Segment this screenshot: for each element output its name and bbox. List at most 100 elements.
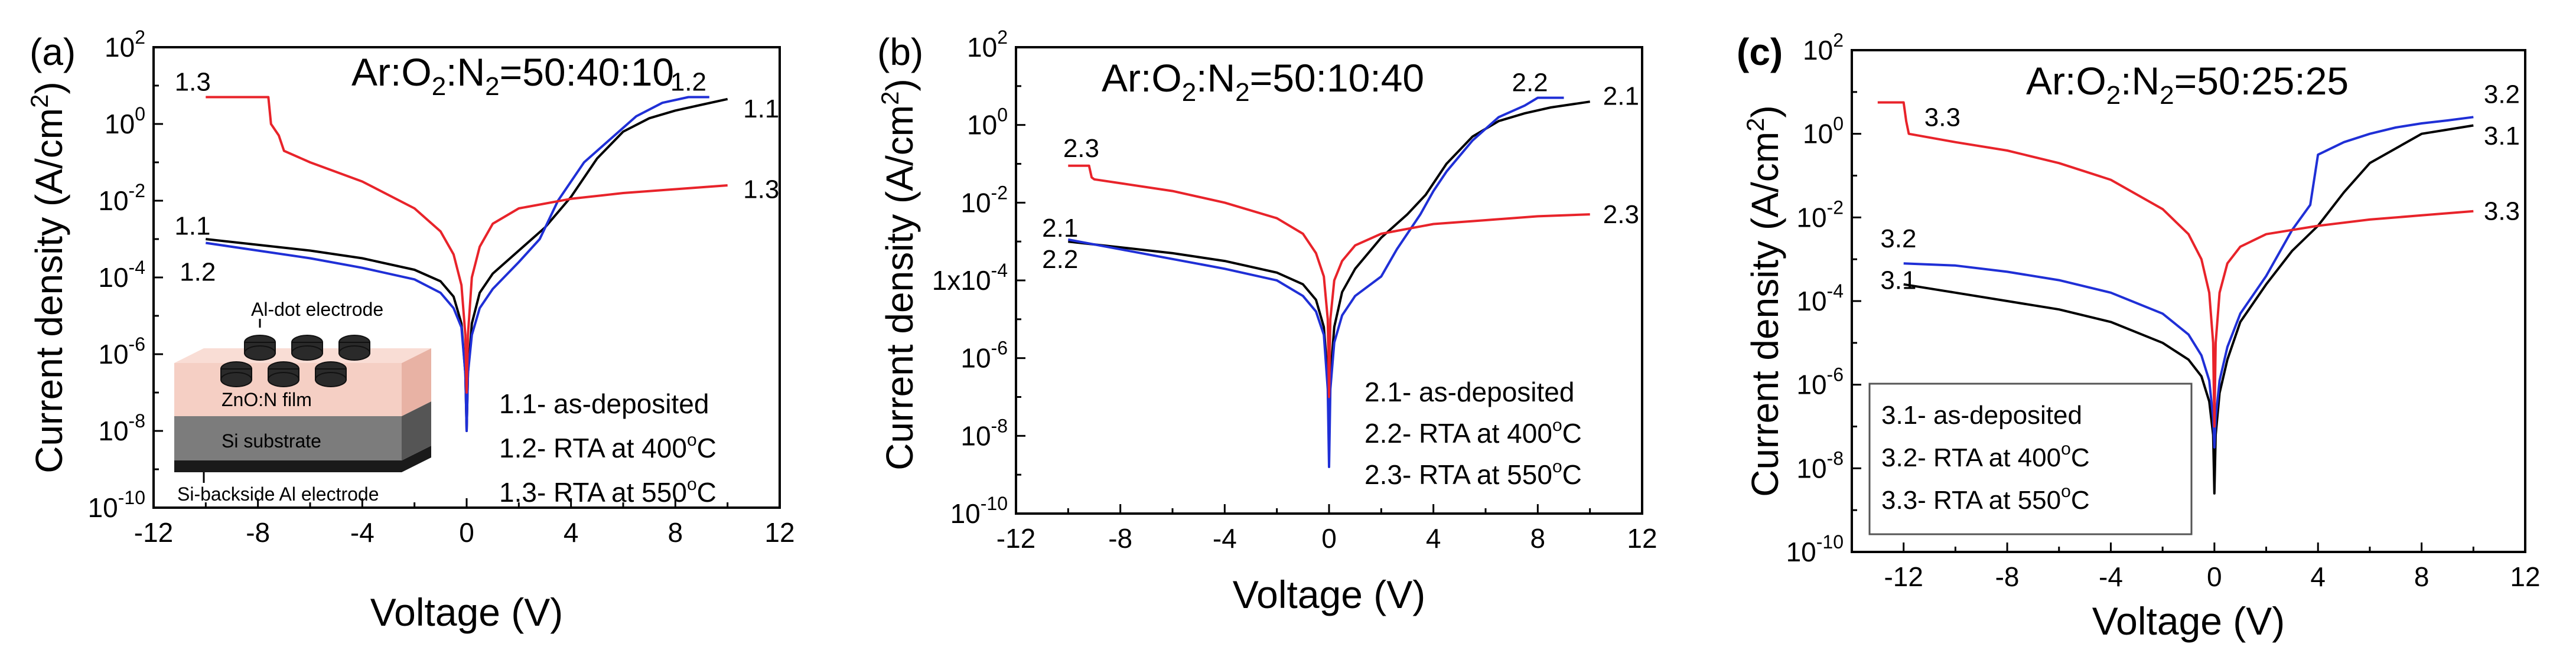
series-line-1.3	[206, 96, 728, 394]
legend-a: 1.1- as-deposited 1.2- RTA at 400oC 1.3-…	[499, 388, 717, 508]
y-tick-label: 10-2	[98, 180, 145, 216]
legend-entry: 2.1- as-deposited	[1364, 377, 1574, 407]
series-label: 3.2	[2484, 80, 2520, 109]
series-group-c	[1877, 101, 2474, 495]
series-label: 2.3	[1063, 134, 1099, 163]
series-label: 3.2	[1880, 224, 1916, 253]
series-label: 1.1	[743, 94, 779, 123]
y-tick-label: 1x10-4	[932, 260, 1008, 296]
series-group-b	[1067, 96, 1590, 468]
chart-title-c: Ar:O2:N2=50:25:25	[2026, 59, 2349, 110]
x-tick-label: -8	[246, 517, 270, 548]
y-tick-label: 102	[105, 27, 145, 63]
y-ticks-b: 102 100 10-2 1x10-4 10-6 10-8 10-10	[932, 27, 1025, 529]
series-label: 1.3	[175, 68, 211, 97]
inset-substrate-right	[402, 401, 431, 460]
x-ticks-c: -12 -8 -4 0 4 8 12	[1851, 542, 2541, 592]
legend-entry: 1.1- as-deposited	[499, 388, 709, 419]
inset-backside-label: Si-backside Al electrode	[177, 483, 379, 505]
y-tick-label: 102	[967, 27, 1008, 63]
x-tick-label: -4	[2099, 561, 2123, 592]
x-tick-label: 12	[2510, 561, 2540, 592]
series-line-1.2	[206, 96, 709, 432]
y-tick-label: 100	[967, 104, 1008, 140]
legend-entry: 1.3- RTA at 550oC	[499, 475, 717, 508]
y-tick-label: 10-6	[1796, 364, 1844, 400]
series-label: 1.1	[174, 211, 210, 240]
inset-electrode-label: Al-dot electrode	[251, 299, 383, 320]
x-tick-label: 4	[1426, 523, 1441, 554]
y-tick-label: 10-2	[1796, 197, 1844, 233]
x-axis-label-a: Voltage (V)	[370, 590, 564, 634]
x-tick-label: 8	[668, 517, 683, 548]
x-tick-label: -12	[1884, 561, 1923, 592]
chart-title-a: Ar:O2:N2=50:40:10	[351, 50, 674, 101]
inset-film-label: ZnO:N film	[222, 389, 312, 410]
x-tick-label: 4	[2310, 561, 2326, 592]
legend-entry: 2.2- RTA at 400oC	[1364, 416, 1582, 449]
series-labels-c: 3.3 3.2 3.1 3.3 3.2 3.1	[1880, 80, 2520, 295]
al-dot	[338, 345, 370, 361]
x-tick-label: -4	[350, 517, 374, 548]
y-tick-label: 10-4	[98, 257, 145, 293]
al-dot	[315, 372, 347, 387]
x-tick-label: 4	[564, 517, 579, 548]
series-label: 3.3	[1924, 103, 1961, 132]
y-tick-label: 102	[1803, 30, 1844, 66]
y-ticks-c: 102 100 10-2 10-4 10-6 10-8 10-10	[1786, 30, 1861, 567]
series-label: 2.1	[1603, 81, 1639, 110]
legend-box-c	[1868, 383, 2193, 535]
legend-entry: 3.2- RTA at 400oC	[1881, 439, 2090, 472]
y-axis-label-b: Current density (A/cm2)	[876, 79, 921, 470]
series-label: 2.3	[1603, 200, 1639, 229]
y-tick-label: 10-10	[950, 493, 1008, 529]
series-labels-a: 1.3 1.2 1.1 1.3 1.1 1.2	[174, 68, 779, 287]
panel-b: (b) Ar:O2:N2=50:10:40 Voltage (V) Curren…	[876, 27, 1657, 616]
device-schematic-inset: Al-dot electrode ZnO:N film Si substrate…	[174, 299, 431, 505]
panel-a: (a) Ar:O2:N2=50:40:10 Voltage (V) Curren…	[25, 27, 795, 634]
series-labels-b: 2.32.2 2.12.32.12.2	[1042, 68, 1639, 274]
y-ticks-a: 102 100 10-2 10-4 10-6 10-8 10-10	[88, 27, 163, 523]
x-tick-label: 0	[459, 517, 474, 548]
al-dot	[291, 345, 323, 361]
y-axis-label-a: Current density (A/cm2)	[25, 81, 70, 473]
legend-entry: 3.3- RTA at 550oC	[1881, 482, 2090, 515]
y-tick-label: 10-6	[960, 338, 1008, 374]
y-tick-label: 10-8	[98, 410, 145, 446]
inset-film-right	[402, 348, 431, 416]
legend-entry: 1.2- RTA at 400oC	[499, 430, 717, 463]
panel-label-c: (c)	[1737, 31, 1783, 73]
x-ticks-a: -12 -8 -4 0 4 8 12	[134, 498, 795, 548]
series-label: 3.1	[2484, 122, 2520, 151]
series-label: 3.1	[1880, 266, 1916, 295]
series-label: 1.3	[743, 175, 779, 204]
panel-c: (c) Ar:O2:N2=50:25:25 Voltage (V) Curren…	[1737, 30, 2541, 643]
y-tick-label: 10-8	[960, 415, 1008, 451]
x-tick-label: 0	[2207, 561, 2222, 592]
x-tick-label: 12	[764, 517, 794, 548]
al-dot	[220, 372, 252, 387]
chart-title-b: Ar:O2:N2=50:10:40	[1102, 56, 1424, 107]
y-tick-label: 10-4	[1796, 280, 1844, 316]
series-line-2.3	[1068, 164, 1590, 398]
x-tick-label: -4	[1213, 523, 1237, 554]
series-line-2.2	[1067, 96, 1564, 468]
series-group-a	[206, 96, 728, 432]
x-tick-label: -12	[134, 517, 173, 548]
legend-entry: 3.1- as-deposited	[1881, 401, 2082, 430]
legend-c: 3.1- as-deposited 3.2- RTA at 400oC 3.3-…	[1868, 383, 2193, 535]
al-dot	[268, 372, 299, 387]
y-tick-label: 10-8	[1796, 447, 1844, 483]
y-tick-label: 10-10	[1786, 531, 1844, 567]
al-dot	[244, 345, 276, 361]
x-tick-label: 12	[1627, 523, 1657, 554]
x-axis-label-c: Voltage (V)	[2092, 599, 2285, 643]
legend-b: 2.1- as-deposited 2.2- RTA at 400oC 2.3-…	[1364, 377, 1582, 490]
y-tick-label: 100	[105, 103, 145, 139]
y-tick-label: 10-10	[88, 487, 145, 523]
inset-al-dots	[220, 335, 370, 387]
x-tick-label: -8	[1108, 523, 1132, 554]
series-label: 1.2	[180, 257, 216, 286]
panel-label-a: (a)	[30, 31, 76, 73]
